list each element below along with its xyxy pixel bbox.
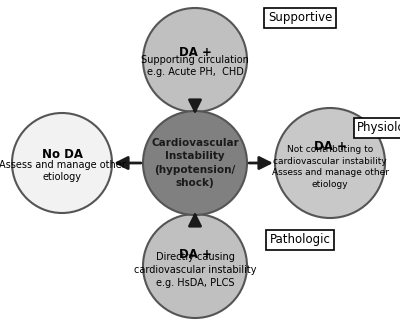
Circle shape (275, 108, 385, 218)
Text: DA +: DA + (178, 247, 212, 260)
Circle shape (12, 113, 112, 213)
Text: DA +: DA + (314, 141, 346, 154)
Text: Assess and manage other
etiology: Assess and manage other etiology (0, 160, 125, 183)
Text: Directly causing
cardiovascular instability
e.g. HsDA, PLCS: Directly causing cardiovascular instabil… (134, 252, 256, 288)
Text: DA +: DA + (178, 46, 212, 58)
Circle shape (143, 8, 247, 112)
Circle shape (143, 111, 247, 215)
Text: No DA: No DA (42, 149, 82, 161)
Circle shape (143, 214, 247, 318)
Text: Supporting circulation
e.g. Acute PH,  CHD: Supporting circulation e.g. Acute PH, CH… (141, 54, 249, 77)
Text: Pathologic: Pathologic (270, 233, 330, 246)
Text: Physiologic: Physiologic (357, 122, 400, 135)
Text: Not contributing to
cardiovascular instability
Assess and manage other
etiology: Not contributing to cardiovascular insta… (272, 145, 388, 189)
Text: Supportive: Supportive (268, 11, 332, 24)
Text: Cardiovascular
Instability
(hypotension/
shock): Cardiovascular Instability (hypotension/… (151, 138, 239, 188)
